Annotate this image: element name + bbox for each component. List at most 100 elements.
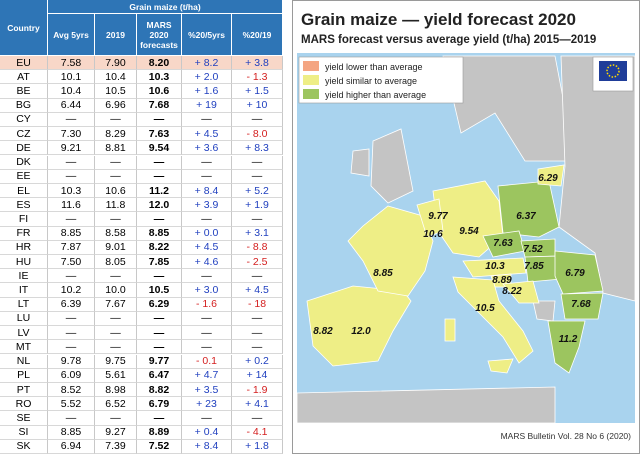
value-cell: - 2.5	[232, 255, 283, 270]
value-cell: —	[232, 269, 283, 284]
legend-box	[298, 56, 464, 104]
value-cell: 7.68	[137, 98, 182, 113]
map-value-label: 7.63	[493, 238, 513, 249]
map-value-label: 12.0	[351, 326, 371, 337]
value-cell: —	[182, 112, 232, 128]
yield-table: Country Grain maize (t/ha) Avg 5yrs 2019 MAR…	[0, 0, 283, 454]
value-cell: 7.63	[137, 127, 182, 142]
value-cell: 7.58	[48, 56, 95, 71]
value-cell: + 4.5	[232, 283, 283, 298]
map-labels: 6.29 9.77 10.6 9.54 6.37 7.63 7.52 8.85 10.3 7.85…	[313, 173, 591, 345]
map-value-label: 7.68	[571, 299, 591, 310]
value-cell: 9.01	[95, 240, 137, 255]
value-cell: 6.09	[48, 368, 95, 383]
country-cell: IT	[0, 283, 48, 298]
value-cell: —	[48, 112, 95, 128]
value-cell: 6.29	[137, 297, 182, 312]
value-cell: + 3.8	[232, 56, 283, 71]
country-cell: AT	[0, 70, 48, 85]
eu-countries	[306, 164, 604, 374]
value-cell: + 10	[232, 98, 283, 113]
value-cell: —	[137, 169, 182, 184]
eu-flag	[592, 56, 634, 92]
value-cell: + 3.9	[182, 198, 232, 213]
value-cell: —	[232, 212, 283, 227]
map: Grain maize — yield forecast 2020 MARS f…	[296, 10, 636, 441]
country-cell: ES	[0, 198, 48, 213]
value-cell: —	[48, 311, 95, 327]
country-cell: EU	[0, 56, 48, 71]
value-cell: 6.52	[95, 397, 137, 412]
value-cell: 11.2	[137, 183, 182, 199]
value-cell: 5.61	[95, 368, 137, 383]
value-cell: —	[182, 169, 232, 184]
map-value-label: 10.6	[423, 229, 443, 240]
value-cell: —	[182, 269, 232, 284]
value-cell: 6.96	[95, 98, 137, 113]
value-cell: 10.0	[95, 283, 137, 298]
country-cell: BE	[0, 84, 48, 99]
value-cell: - 8.8	[232, 240, 283, 255]
map-value-label: 6.79	[565, 268, 585, 279]
value-cell: + 0.0	[182, 226, 232, 241]
value-cell: 7.67	[95, 297, 137, 312]
country-cell: FI	[0, 212, 48, 227]
value-cell: + 1.9	[232, 198, 283, 213]
value-cell: + 19	[182, 98, 232, 113]
value-cell: 7.90	[95, 56, 137, 71]
country-cell: HU	[0, 255, 48, 270]
value-cell: 9.75	[95, 354, 137, 369]
value-cell: + 0.4	[182, 425, 232, 440]
value-cell: —	[182, 411, 232, 426]
value-cell: + 0.2	[232, 354, 283, 369]
column-header: Avg 5yrs	[48, 14, 95, 56]
map-value-label: 6.29	[538, 173, 558, 184]
value-cell: —	[182, 340, 232, 355]
value-cell: —	[95, 311, 137, 327]
value-cell: 6.79	[137, 397, 182, 412]
value-cell: —	[232, 326, 283, 341]
value-cell: - 1.3	[232, 70, 283, 85]
value-cell: —	[182, 155, 232, 170]
value-cell: 11.6	[48, 198, 95, 213]
value-cell: —	[95, 326, 137, 341]
value-cell: —	[95, 269, 137, 284]
value-cell: 10.6	[137, 84, 182, 99]
map-value-label: 8.22	[502, 286, 522, 297]
value-cell: - 18	[232, 297, 283, 312]
column-header: MARS 2020 forecasts	[137, 14, 182, 56]
country-cell: SI	[0, 425, 48, 440]
legend-label: yield similar to average	[325, 76, 417, 86]
value-cell: —	[95, 169, 137, 184]
value-cell: —	[95, 112, 137, 128]
value-cell: 8.58	[95, 226, 137, 241]
value-cell: 8.98	[95, 382, 137, 398]
value-cell: —	[48, 326, 95, 341]
value-cell: + 4.1	[232, 397, 283, 412]
value-cell: 12.0	[137, 198, 182, 213]
value-cell: 10.6	[95, 183, 137, 199]
country-cell: PT	[0, 382, 48, 398]
value-cell: —	[137, 155, 182, 170]
value-cell: + 5.2	[232, 183, 283, 199]
value-cell: + 8.3	[232, 141, 283, 156]
legend-swatch	[303, 61, 319, 71]
value-cell: + 8.4	[182, 183, 232, 199]
value-cell: - 1.6	[182, 297, 232, 312]
legend-swatch	[303, 89, 319, 99]
value-cell: 8.81	[95, 141, 137, 156]
value-cell: —	[48, 212, 95, 227]
value-cell: 7.30	[48, 127, 95, 142]
country-cell: SK	[0, 439, 48, 454]
value-cell: 10.5	[95, 84, 137, 99]
value-cell: + 3.6	[182, 141, 232, 156]
value-cell: —	[182, 311, 232, 327]
value-cell: —	[95, 155, 137, 170]
group-header: Grain maize (t/ha)	[48, 0, 283, 14]
value-cell: + 14	[232, 368, 283, 383]
value-cell: + 1.6	[182, 84, 232, 99]
value-cell: —	[232, 169, 283, 184]
country-cell: PL	[0, 368, 48, 383]
value-cell: 6.44	[48, 98, 95, 113]
map-value-label: 9.77	[428, 211, 448, 222]
